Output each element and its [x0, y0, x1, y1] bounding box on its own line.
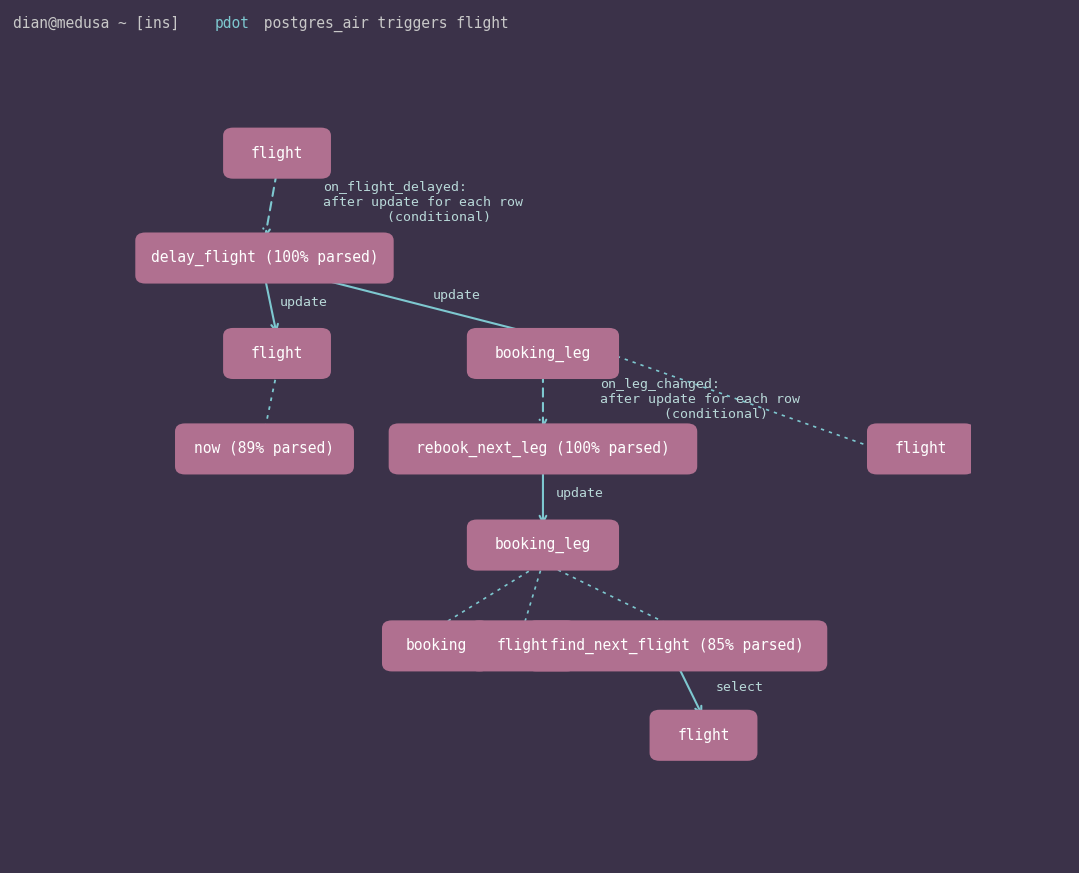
FancyBboxPatch shape	[388, 423, 697, 475]
Text: booking_leg: booking_leg	[495, 537, 591, 553]
FancyBboxPatch shape	[135, 232, 394, 284]
FancyBboxPatch shape	[868, 423, 974, 475]
Text: flight: flight	[894, 442, 947, 457]
Text: select: select	[716, 681, 764, 694]
Text: postgres_air triggers flight: postgres_air triggers flight	[255, 16, 509, 32]
Text: update: update	[279, 296, 328, 309]
Text: find_next_flight (85% parsed): find_next_flight (85% parsed)	[550, 638, 804, 654]
FancyBboxPatch shape	[175, 423, 354, 475]
Text: dian@medusa ~ [ins]: dian@medusa ~ [ins]	[13, 16, 188, 31]
Text: flight: flight	[250, 346, 303, 361]
FancyBboxPatch shape	[382, 621, 490, 671]
Text: booking: booking	[406, 638, 466, 653]
FancyBboxPatch shape	[469, 621, 577, 671]
Text: pdot: pdot	[215, 16, 249, 31]
Text: flight: flight	[496, 638, 549, 653]
Text: now (89% parsed): now (89% parsed)	[194, 442, 334, 457]
FancyBboxPatch shape	[650, 710, 757, 761]
Text: delay_flight (100% parsed): delay_flight (100% parsed)	[151, 250, 379, 266]
FancyBboxPatch shape	[223, 328, 331, 379]
Text: rebook_next_leg (100% parsed): rebook_next_leg (100% parsed)	[416, 441, 670, 457]
Text: flight: flight	[678, 728, 729, 743]
Text: on_flight_delayed:
after update for each row
        (conditional): on_flight_delayed: after update for each…	[323, 181, 523, 223]
Text: update: update	[433, 289, 481, 302]
FancyBboxPatch shape	[527, 621, 828, 671]
FancyBboxPatch shape	[467, 328, 619, 379]
FancyBboxPatch shape	[467, 519, 619, 571]
Text: on_leg_changed:
after update for each row
        (conditional): on_leg_changed: after update for each ro…	[600, 378, 800, 421]
Text: update: update	[556, 487, 603, 500]
Text: flight: flight	[250, 146, 303, 161]
FancyBboxPatch shape	[223, 127, 331, 179]
Text: booking_leg: booking_leg	[495, 346, 591, 361]
